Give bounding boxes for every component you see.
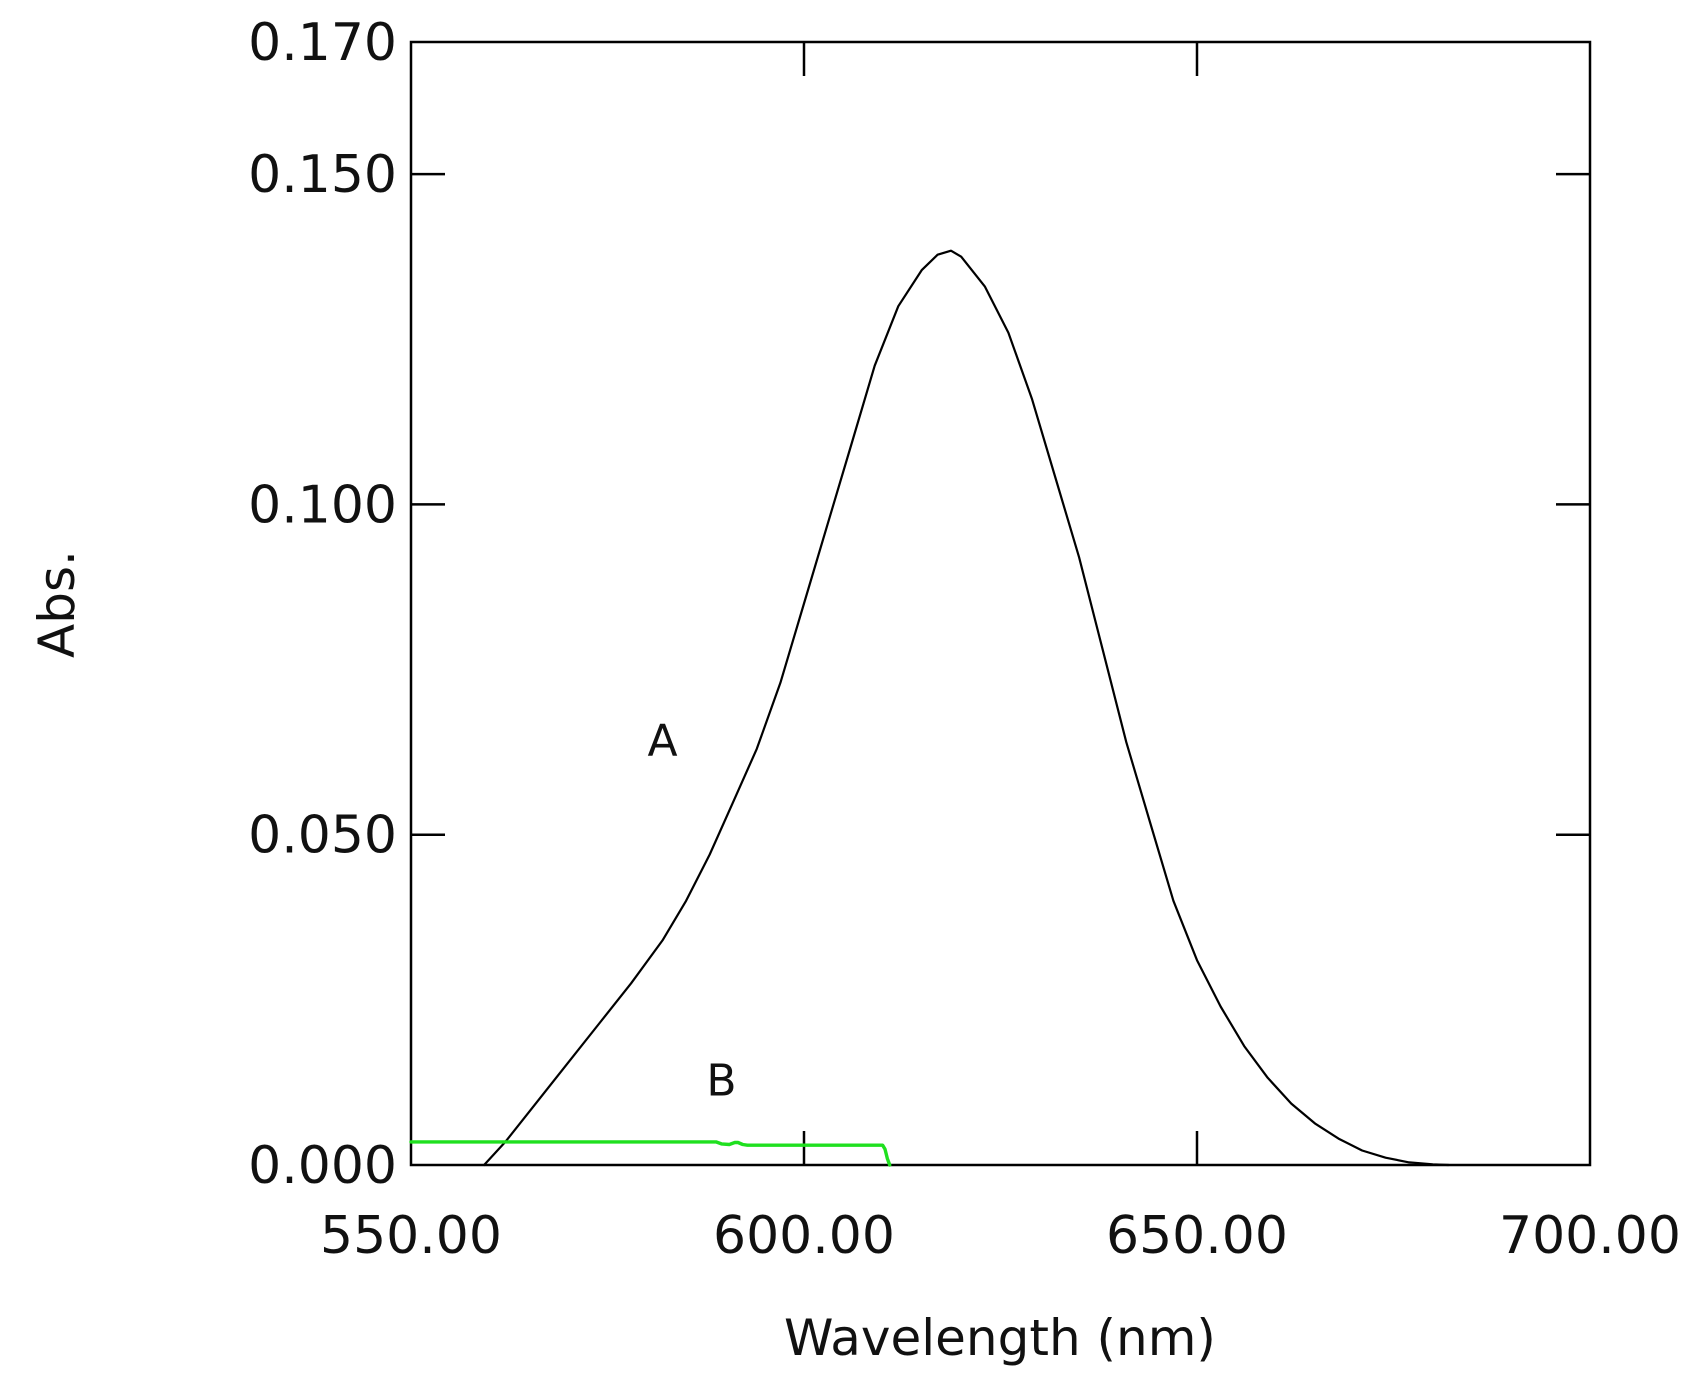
y-tick-label: 0.100 <box>248 475 397 535</box>
y-tick-label: 0.170 <box>248 13 397 73</box>
x-axis-label: Wavelength (nm) <box>784 1309 1216 1367</box>
series-label-a: A <box>647 715 677 766</box>
series-layer <box>409 249 1450 1167</box>
labels-layer: 550.00 600.00 650.00 700.00 0.000 0.050 0.100 0… <box>248 13 1681 1266</box>
x-tick-label: 650.00 <box>1106 1206 1288 1266</box>
y-tick-label: 0.050 <box>248 806 397 866</box>
ticks-layer <box>411 42 1590 1165</box>
x-tick-label: 700.00 <box>1499 1206 1681 1266</box>
y-tick-label: 0.000 <box>248 1136 397 1196</box>
series-line-a <box>483 249 1450 1167</box>
x-tick-label: 550.00 <box>320 1206 502 1266</box>
series-label-b: B <box>706 1056 736 1107</box>
plot-frame <box>409 40 1592 1167</box>
x-tick-label: 600.00 <box>713 1206 895 1266</box>
y-tick-label: 0.150 <box>248 145 397 205</box>
y-axis-label: Abs. <box>28 550 86 658</box>
series-line-b <box>409 1140 892 1167</box>
